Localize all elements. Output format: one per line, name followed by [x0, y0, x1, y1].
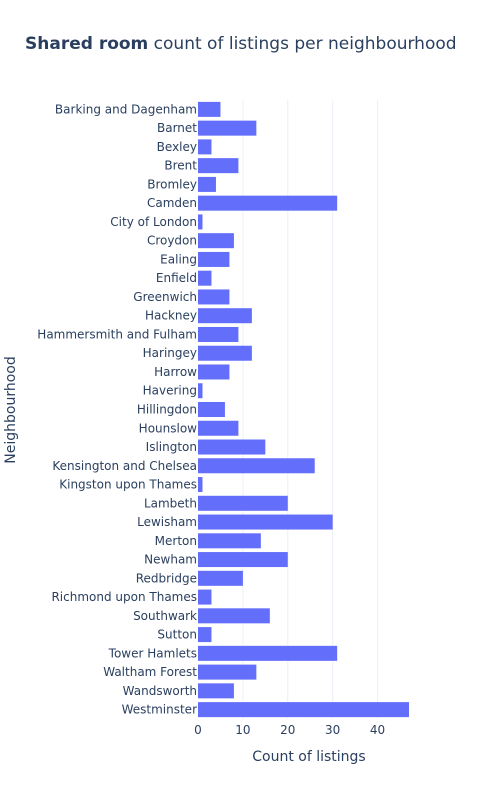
y-tick-label: Croydon [147, 234, 197, 248]
y-tick-label: Kensington and Chelsea [52, 459, 197, 473]
y-tick-label: Haringey [143, 346, 197, 360]
y-tick-label: Southwark [133, 609, 197, 623]
bar-hounslow[interactable] [198, 420, 239, 436]
y-tick-label: Barnet [157, 121, 197, 135]
y-tick-label: Bromley [147, 177, 197, 191]
x-tick-label: 20 [280, 723, 295, 737]
x-axis-ticks: 0 10 20 30 40 [194, 723, 385, 737]
bar-barking-and-dagenham[interactable] [198, 101, 221, 117]
y-tick-label: Lewisham [137, 515, 197, 529]
y-axis-title: Neighbourhood [3, 356, 19, 463]
bar-newham[interactable] [198, 552, 288, 568]
y-tick-label: Bexley [157, 140, 197, 154]
y-tick-label: Lambeth [144, 496, 197, 510]
gridlines [242, 100, 379, 719]
bar-hillingdon[interactable] [198, 401, 225, 418]
y-tick-label: Tower Hamlets [108, 646, 197, 660]
bar-redbridge[interactable] [198, 570, 243, 586]
bar-sutton[interactable] [198, 627, 212, 643]
chart-title-bold: Shared room [25, 34, 149, 54]
y-tick-label: Richmond upon Thames [51, 590, 197, 604]
bar-greenwich[interactable] [198, 289, 230, 305]
y-tick-label: Ealing [160, 252, 197, 266]
bar-richmond-upon-thames[interactable] [198, 589, 212, 605]
y-tick-label: Newham [144, 553, 197, 567]
y-tick-label: Hammersmith and Fulham [37, 327, 197, 341]
y-tick-label: Barking and Dagenham [55, 102, 197, 116]
y-tick-label: Redbridge [136, 571, 197, 585]
y-tick-label: Merton [155, 534, 197, 548]
y-tick-label: Kingston upon Thames [59, 478, 197, 492]
y-tick-label: Wandsworth [123, 684, 197, 698]
bar-havering[interactable] [198, 383, 203, 399]
y-tick-label: City of London [110, 215, 197, 229]
bar-hackney[interactable] [198, 308, 252, 324]
bar-barnet[interactable] [198, 120, 257, 136]
bar-bexley[interactable] [198, 139, 212, 155]
bar-haringey[interactable] [198, 345, 252, 361]
y-tick-label: Waltham Forest [103, 665, 197, 679]
bar-harrow[interactable] [198, 364, 230, 380]
bar-enfield[interactable] [198, 270, 212, 286]
chart-title: Shared room count of listings per neighb… [25, 33, 465, 55]
y-tick-label: Hounslow [139, 421, 198, 435]
y-tick-label: Islington [146, 440, 197, 454]
bar-croydon[interactable] [198, 233, 234, 249]
bar-merton[interactable] [198, 533, 261, 549]
bar-city-of-london[interactable] [198, 214, 203, 230]
y-tick-label: Hackney [145, 309, 197, 323]
y-tick-label: Harrow [154, 365, 197, 379]
y-tick-label: Enfield [156, 271, 197, 285]
bar-hammersmith-and-fulham[interactable] [198, 326, 239, 342]
bar-westminster[interactable] [198, 702, 409, 718]
y-tick-label: Westminster [122, 703, 197, 717]
y-tick-label: Havering [143, 384, 197, 398]
y-axis-ticks: Barking and Dagenham Barnet Bexley Brent Bro… [37, 102, 197, 716]
x-axis-title: Count of listings [252, 749, 365, 765]
x-tick-label: 30 [325, 723, 340, 737]
y-tick-label: Greenwich [133, 290, 197, 304]
x-tick-label: 40 [370, 723, 385, 737]
bars [198, 101, 409, 718]
bar-camden[interactable] [198, 195, 338, 211]
x-tick-label: 0 [194, 723, 202, 737]
bar-wandsworth[interactable] [198, 683, 234, 699]
chart-title-rest: count of listings per neighbourhood [148, 34, 457, 54]
bar-tower-hamlets[interactable] [198, 645, 338, 661]
y-tick-label: Hillingdon [137, 403, 197, 417]
bar-kingston-upon-thames[interactable] [198, 477, 203, 493]
bar-lambeth[interactable] [198, 495, 288, 511]
y-tick-label: Brent [164, 159, 197, 173]
y-tick-label: Sutton [157, 628, 197, 642]
y-tick-label: Camden [147, 196, 197, 210]
bar-kensington-and-chelsea[interactable] [198, 458, 315, 474]
bar-lewisham[interactable] [198, 514, 333, 530]
bar-brent[interactable] [198, 158, 239, 174]
bar-ealing[interactable] [198, 251, 230, 267]
bar-waltham-forest[interactable] [198, 664, 257, 680]
bar-bromley[interactable] [198, 176, 216, 192]
bar-islington[interactable] [198, 439, 266, 455]
x-tick-label: 10 [235, 723, 250, 737]
bar-southwark[interactable] [198, 608, 270, 624]
